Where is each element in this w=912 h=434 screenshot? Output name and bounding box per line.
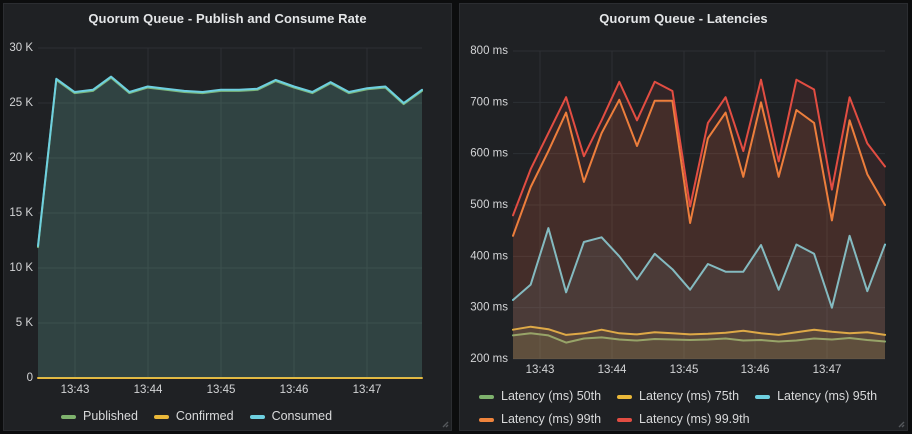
y-axis-tick-label: 600 ms — [470, 148, 508, 160]
legend-label: Confirmed — [175, 409, 234, 423]
y-axis-tick-label: 30 K — [9, 42, 33, 54]
panel-resize-handle-icon[interactable] — [440, 419, 449, 428]
y-axis-tick-label: 5 K — [16, 317, 34, 329]
series-fill-latency-ms-95th — [513, 228, 885, 359]
legend-item-published[interactable]: Published — [61, 407, 138, 426]
y-axis-tick-label: 300 ms — [470, 302, 508, 314]
series-color-swatch — [617, 417, 633, 422]
series-fill-latency-ms-75th — [513, 326, 885, 359]
series-line-latency-ms-95th — [512, 227, 886, 309]
series-line-consumed — [37, 75, 423, 247]
series-color-swatch — [479, 417, 494, 422]
y-axis-tick-label: 20 K — [9, 152, 33, 164]
legend-label: Latency (ms) 95th — [777, 389, 878, 403]
publish-consume-chart[interactable]: 30 K 25 K 20 K 15 K 10 K 5 K 0 13:43 13:44 13:45 1… — [4, 4, 451, 430]
x-axis-tick-label: 13:43 — [61, 384, 90, 396]
panel-latencies: Quorum Queue - Latencies 800 ms 700 ms 600… — [459, 3, 908, 431]
y-axis-tick-label: 500 ms — [470, 199, 508, 211]
series-line-latency-ms-99-9th — [512, 78, 886, 217]
panel-resize-handle-icon[interactable] — [896, 419, 905, 428]
x-axis-tick-label: 13:46 — [280, 384, 309, 396]
panel-title[interactable]: Quorum Queue - Latencies — [599, 11, 768, 26]
y-axis-tick-label: 700 ms — [470, 96, 508, 108]
panel-publish-consume-rate: Quorum Queue - Publish and Consume Rate … — [3, 3, 452, 431]
x-axis-tick-label: 13:43 — [526, 364, 555, 376]
panel-title[interactable]: Quorum Queue - Publish and Consume Rate — [88, 11, 367, 26]
series-line-latency-ms-50th — [512, 332, 886, 344]
series-fill-latency-ms-99-9th — [513, 79, 885, 359]
legend-item-consumed[interactable]: Consumed — [249, 407, 333, 426]
legend-label: Latency (ms) 50th — [501, 389, 602, 403]
x-axis-tick-label: 13:45 — [207, 384, 236, 396]
legend-item-latency-ms-99th[interactable]: Latency (ms) 99th — [479, 410, 601, 429]
y-axis-tick-label: 10 K — [9, 262, 33, 274]
legend-label: Consumed — [271, 409, 333, 423]
series-color-swatch — [479, 394, 494, 399]
x-axis-tick-label: 13:45 — [670, 364, 699, 376]
series-fill-consumed — [38, 76, 422, 378]
series-color-swatch — [617, 394, 633, 399]
series-color-swatch — [153, 414, 169, 419]
y-axis-tick-label: 0 — [27, 372, 33, 384]
series-color-swatch — [249, 414, 265, 419]
series-fill-published — [38, 77, 422, 378]
series-fill-latency-ms-50th — [513, 333, 885, 359]
y-axis-tick-label: 15 K — [9, 207, 33, 219]
legend-item-latency-ms-95th[interactable]: Latency (ms) 95th — [755, 387, 877, 406]
y-axis-tick-label: 25 K — [9, 97, 33, 109]
x-axis-tick-label: 13:47 — [813, 364, 842, 376]
series-line-latency-ms-99th — [512, 98, 886, 237]
y-axis-tick-label: 200 ms — [470, 353, 508, 365]
legend-item-latency-ms-75th[interactable]: Latency (ms) 75th — [617, 387, 739, 406]
legend-label: Published — [83, 409, 138, 423]
legend-label: Latency (ms) 75th — [639, 389, 740, 403]
series-color-swatch — [755, 394, 771, 399]
x-axis-tick-label: 13:44 — [598, 364, 627, 376]
latencies-chart[interactable]: 800 ms 700 ms 600 ms 500 ms 400 ms 300 ms 200 … — [460, 4, 907, 430]
legend-item-latency-ms-99-9th[interactable]: Latency (ms) 99.9th — [617, 410, 750, 429]
legend: Published Confirmed Consumed — [61, 407, 431, 426]
x-axis-tick-label: 13:47 — [353, 384, 382, 396]
y-axis-tick-label: 800 ms — [470, 45, 508, 57]
legend: Latency (ms) 50th Latency (ms) 75th Latenc… — [479, 387, 879, 429]
x-axis-tick-label: 13:46 — [741, 364, 770, 376]
legend-label: Latency (ms) 99.9th — [639, 412, 750, 426]
y-axis-tick-label: 400 ms — [470, 250, 508, 262]
series-color-swatch — [61, 414, 76, 419]
series-fill-latency-ms-99th — [513, 99, 885, 360]
legend-item-confirmed[interactable]: Confirmed — [153, 407, 234, 426]
legend-label: Latency (ms) 99th — [501, 412, 602, 426]
series-line-latency-ms-75th — [512, 325, 886, 336]
x-axis-tick-label: 13:44 — [134, 384, 163, 396]
legend-item-latency-ms-50th[interactable]: Latency (ms) 50th — [479, 387, 601, 406]
